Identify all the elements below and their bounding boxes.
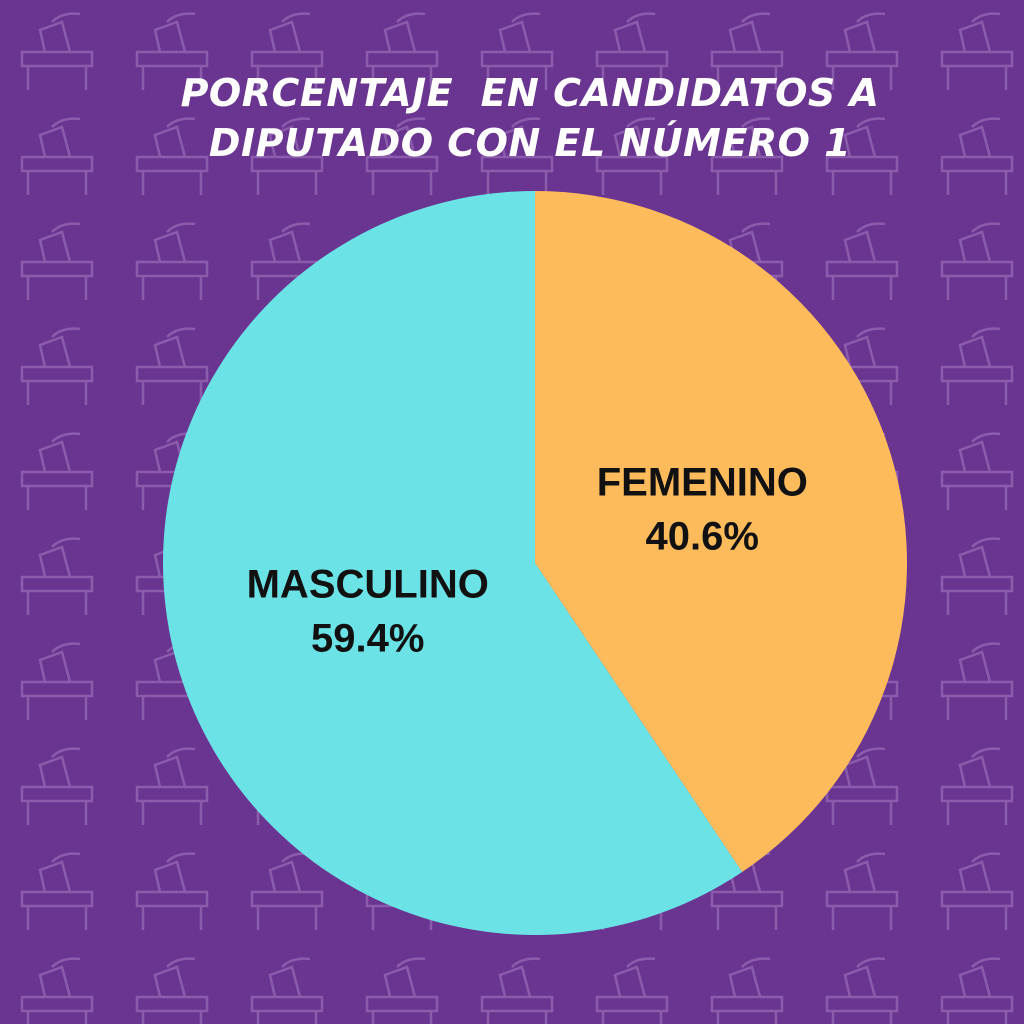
chart-title: PORCENTAJE EN CANDIDATOS A DIPUTADO CON … [180, 71, 894, 165]
pie-slice [535, 191, 907, 872]
slice-value-label: 59.4% [311, 616, 424, 660]
slice-category-label: MASCULINO [247, 562, 489, 606]
slice-value-label: 40.6% [646, 515, 759, 559]
pie-slice [162, 191, 743, 936]
slice-category-label: FEMENINO [597, 461, 808, 505]
